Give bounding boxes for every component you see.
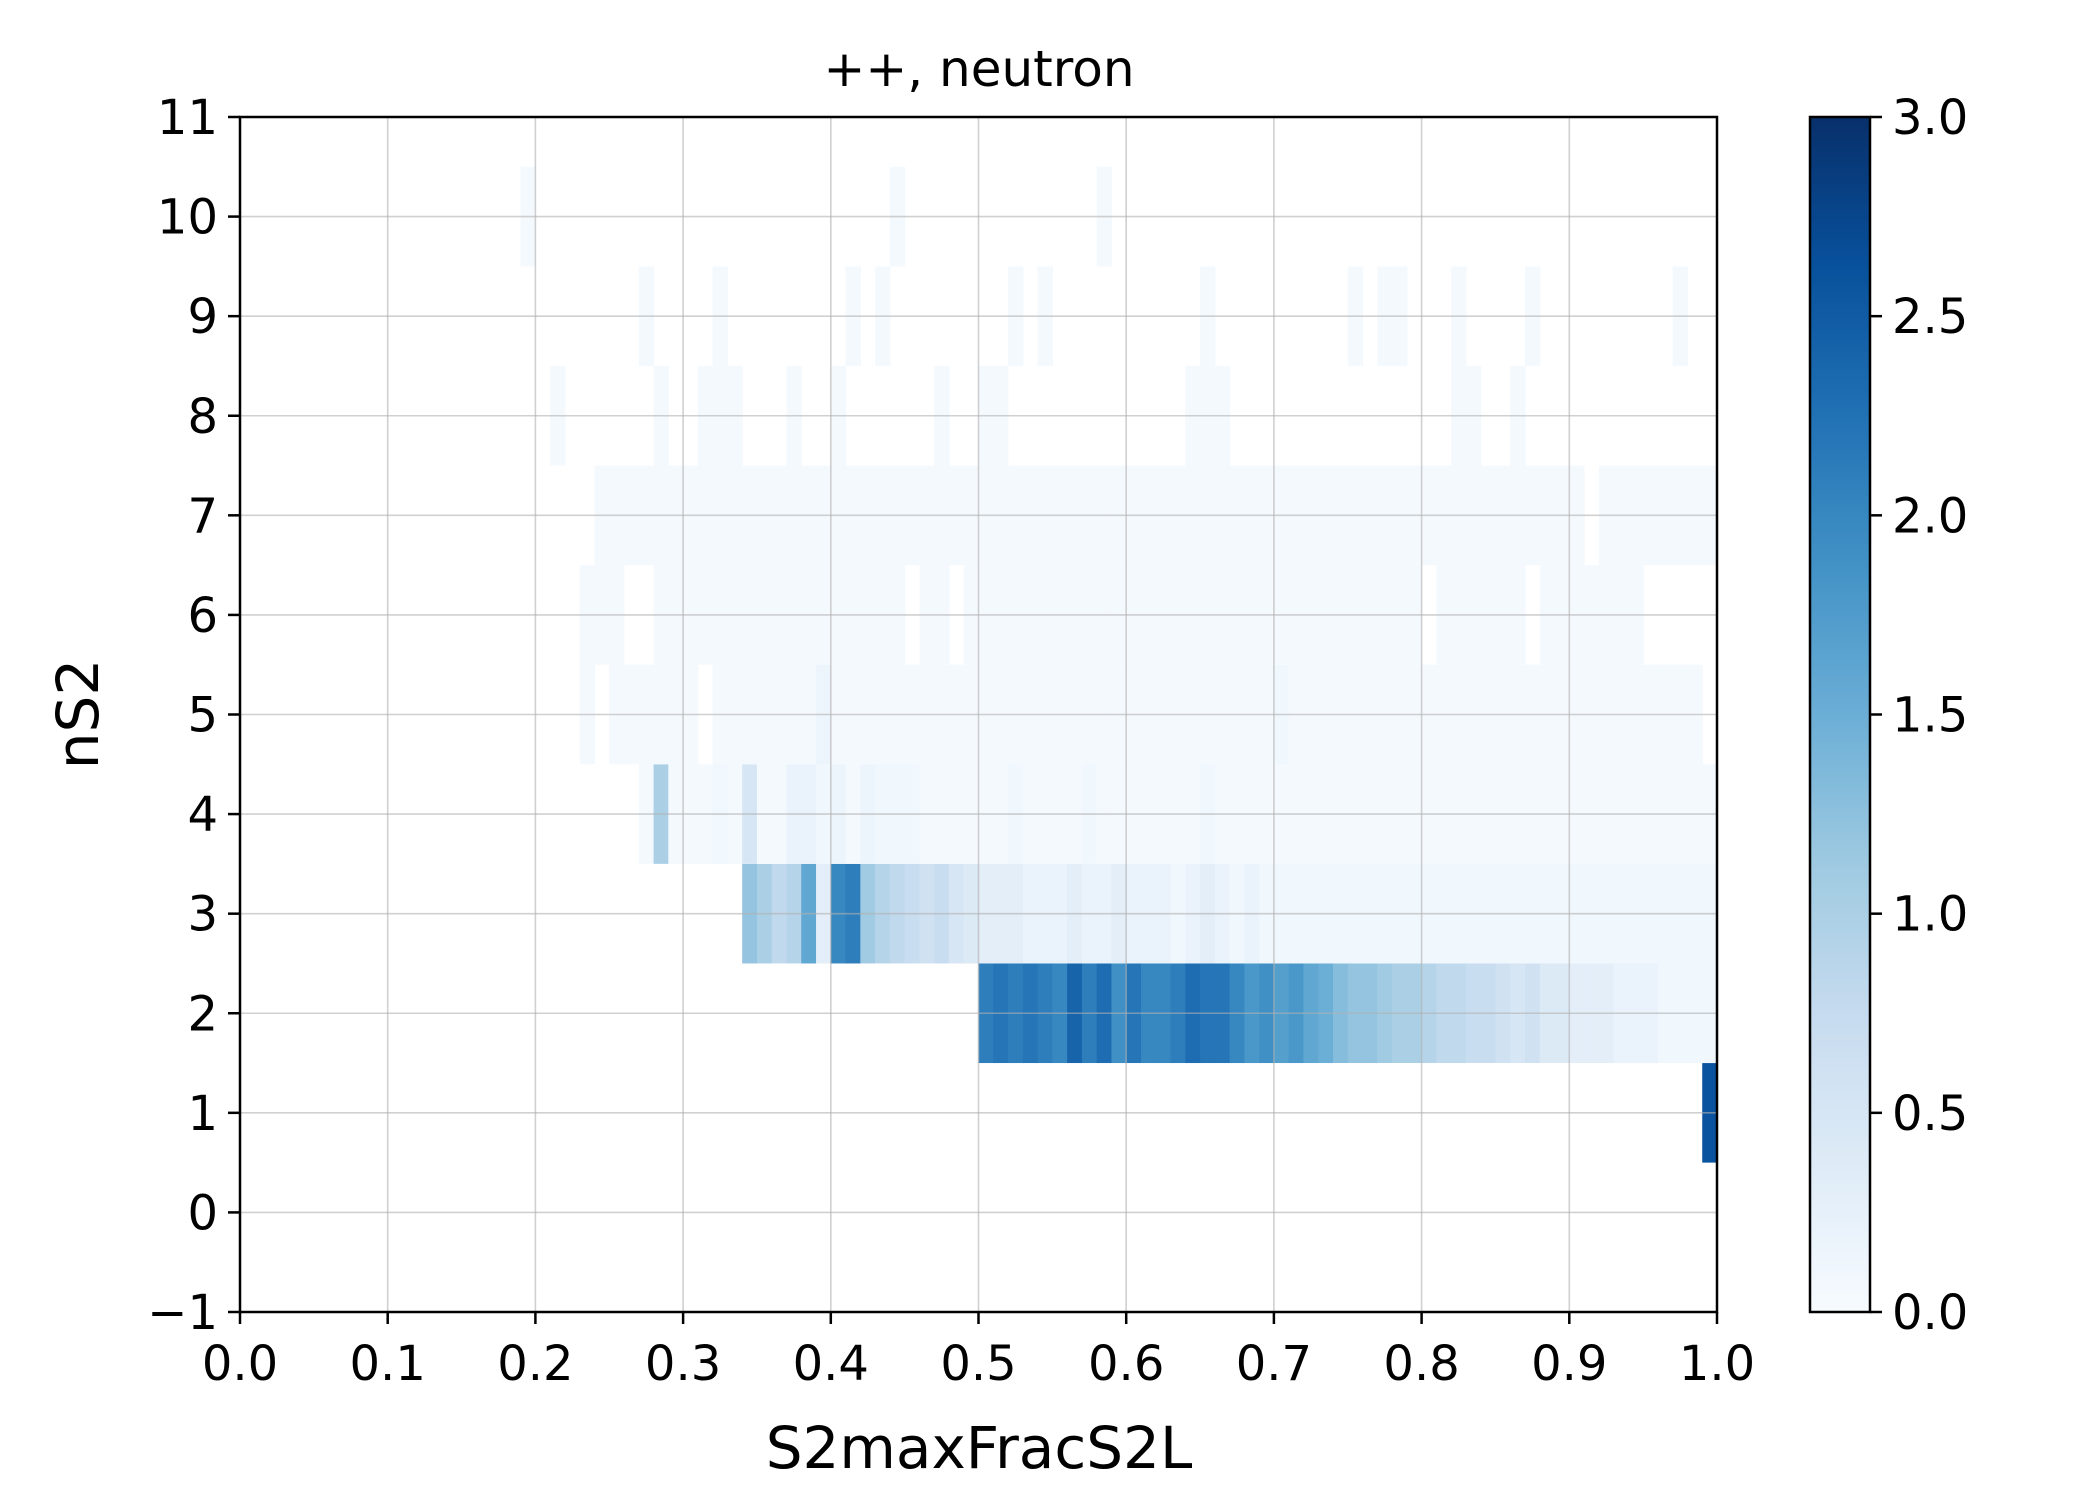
x-tick-label: 0.7 [1236,1336,1312,1392]
x-tick-label: 0.5 [940,1336,1016,1392]
x-tick-label: 0.3 [645,1336,721,1392]
y-tick-label: 5 [187,688,218,744]
colorbar-tick-label: 2.0 [1892,488,1968,544]
y-tick-label: 3 [187,887,218,943]
y-tick-label: 1 [187,1086,218,1142]
colorbar-tick-label: 3.0 [1892,90,1968,146]
colorbar-tick-label: 0.0 [1892,1285,1968,1341]
chart-title: ++, neutron [823,40,1134,98]
y-tick-label: 4 [187,787,218,843]
colorbar-tick-label: 1.5 [1892,688,1968,744]
colorbar [1808,115,1872,1314]
y-tick-label: 0 [187,1185,218,1241]
y-tick-label: 10 [157,190,218,246]
y-tick-label: −1 [147,1285,218,1341]
y-axis-ticks: −1 0 1 2 3 4 5 6 7 8 9 10 11 [147,90,240,1341]
y-axis-label: nS2 [44,659,112,769]
y-tick-label: 9 [187,289,218,345]
x-tick-label: 0.0 [202,1336,278,1392]
grid-lines [239,116,1718,1313]
colorbar-tick-label: 1.0 [1892,887,1968,943]
colorbar-ticks: 0.0 0.5 1.0 1.5 2.0 2.5 3.0 [1870,90,1968,1341]
y-tick-label: 11 [157,90,218,146]
x-tick-label: 1.0 [1679,1336,1755,1392]
x-tick-label: 0.2 [497,1336,573,1392]
colorbar-tick-label: 0.5 [1892,1086,1968,1142]
y-tick-label: 8 [187,389,218,445]
colorbar-tick-label: 2.5 [1892,289,1968,345]
y-tick-label: 7 [187,488,218,544]
y-tick-label: 2 [187,986,218,1042]
x-axis-ticks: 0.0 0.1 0.2 0.3 0.4 0.5 0.6 0.7 0.8 0.9 1.0 [202,1312,1755,1392]
x-tick-label: 0.6 [1088,1336,1164,1392]
x-tick-label: 0.1 [350,1336,426,1392]
x-tick-label: 0.8 [1383,1336,1459,1392]
y-tick-label: 6 [187,588,218,644]
x-tick-label: 0.9 [1531,1336,1607,1392]
x-tick-label: 0.4 [793,1336,869,1392]
x-axis-label: S2maxFracS2L [766,1414,1193,1482]
